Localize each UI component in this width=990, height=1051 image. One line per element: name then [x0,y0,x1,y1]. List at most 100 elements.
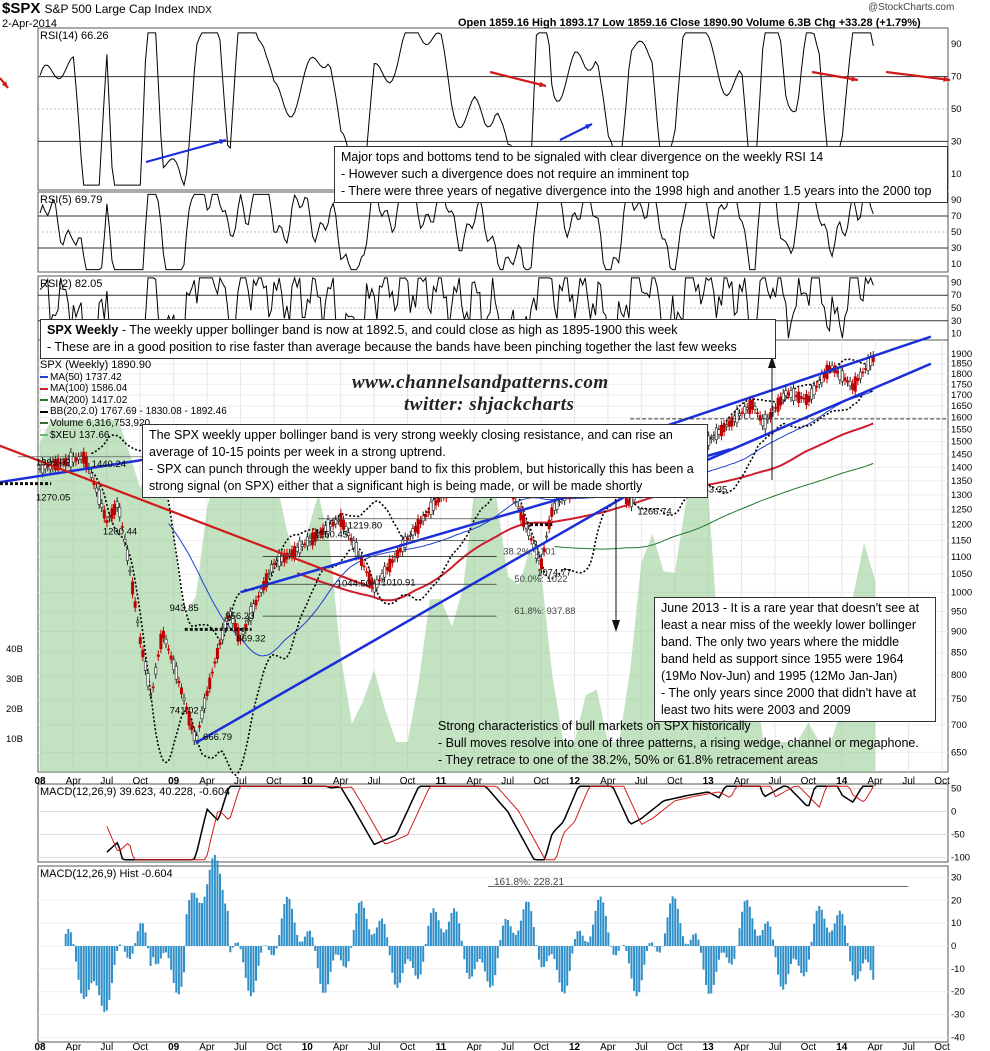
x-tick-label: Jul [769,1042,782,1051]
rsi-divergence-arrow-head [539,81,546,88]
note-line: The SPX weekly upper bollinger band is v… [149,428,673,442]
x-tick-label: Apr [867,776,883,787]
rsi14-line [39,32,874,187]
hist-bar [681,936,684,946]
price-candle [810,388,814,400]
hist-bar [481,946,484,963]
hist-bar [514,934,517,946]
hist-bar [206,884,209,946]
hist-bar [334,946,337,955]
price-candle [817,380,821,385]
price-candle [627,499,631,505]
hist-bar [764,923,767,946]
price-candle [331,521,335,527]
hist-bar [591,924,594,946]
hist-tick-label: -40 [951,1032,965,1043]
arrow-head [768,356,776,368]
hist-bar [129,946,132,960]
hist-bar [789,946,792,965]
hist-bar [779,946,782,987]
hist-bar [571,946,574,954]
x-tick-label: Apr [867,1042,883,1051]
price-candle [853,376,857,392]
price-candle [385,567,389,571]
x-tick-label: Jul [100,776,113,787]
price-candle [840,370,844,382]
hist-bar [851,946,854,976]
rsi14-tick-label: 70 [951,72,962,83]
hist-bar [494,946,497,976]
price-candle [527,528,531,536]
hist-bar [723,946,726,953]
hist-bar [399,946,402,983]
hist-bar [846,942,849,946]
price-candle [413,526,417,532]
hist-bar [563,946,566,994]
macd-signal-line [106,785,874,861]
price-candle [779,396,783,406]
x-tick-label: 08 [34,1042,46,1051]
hist-bar [568,946,571,971]
price-candle [241,631,245,635]
price-candle [398,547,402,553]
note-line: Major tops and bottoms tend to be signal… [341,150,824,164]
price-candle [115,501,119,508]
volume-tick-label: 20B [6,704,23,715]
price-candle [735,409,739,424]
hist-bar [594,910,597,946]
hist-bar [625,946,628,952]
moving-averages [168,390,874,657]
hist-bar [679,923,682,946]
hist-bar [761,929,764,946]
price-candle [161,630,165,639]
hist-bar [545,946,548,962]
note-line: - There were three years of negative div… [341,184,932,198]
rsi2-tick-label: 50 [951,303,962,314]
hist-bar [100,946,103,1006]
price-candle [200,710,204,720]
x-tick-label: Oct [266,1042,282,1051]
rsi2-tick-label: 90 [951,277,962,288]
hist-bar [396,946,399,988]
price-candle [390,559,394,564]
hist-bar [509,926,512,946]
price-candle [789,390,793,398]
hist-bar [638,946,641,993]
hist-bar [404,946,407,964]
bb-upper [91,356,874,643]
price-candle [344,526,348,532]
price-candle [192,731,196,741]
x-tick-label: Apr [600,1042,616,1051]
hist-bar [823,918,826,946]
hist-bar [157,946,160,964]
x-tick-label: Jul [635,776,648,787]
hist-bar [617,946,620,951]
price-candle [334,519,338,525]
price-candle [172,659,176,671]
price-candle [812,385,816,395]
price-candle [362,565,366,568]
hist-bar [242,946,245,963]
price-candle [519,508,523,521]
price-candle [709,438,713,440]
price-candle [313,532,317,542]
axis-ticks: 08 08 Apr Apr Jul Jul Oct Oct 09 09 Apr Apr Jul Jul Oc… [6,39,972,1051]
hist-bar [581,935,584,946]
hist-bar [203,896,206,946]
rsi-divergence-arrow-head [851,76,858,82]
panel-frame-hist [37,865,949,1043]
price-labels: 1396.02 1440.24 1270.05 1200.44 943.85 741.02… [36,437,727,743]
hist-bar [393,946,396,985]
volume-tick-label: 40B [6,644,23,655]
price-label: 1200.44 [103,527,137,538]
price-candle [300,544,304,547]
hist-bar [663,933,666,946]
rsi5-tick-label: 10 [951,259,962,270]
price-candle [154,667,158,675]
price-label: 1074.77 [537,567,571,578]
rsi5-tick-label: 50 [951,227,962,238]
hist-bar [442,932,445,946]
x-tick-label: Apr [66,1042,82,1051]
x-tick-label: Apr [66,776,82,787]
price-candle [179,687,183,695]
